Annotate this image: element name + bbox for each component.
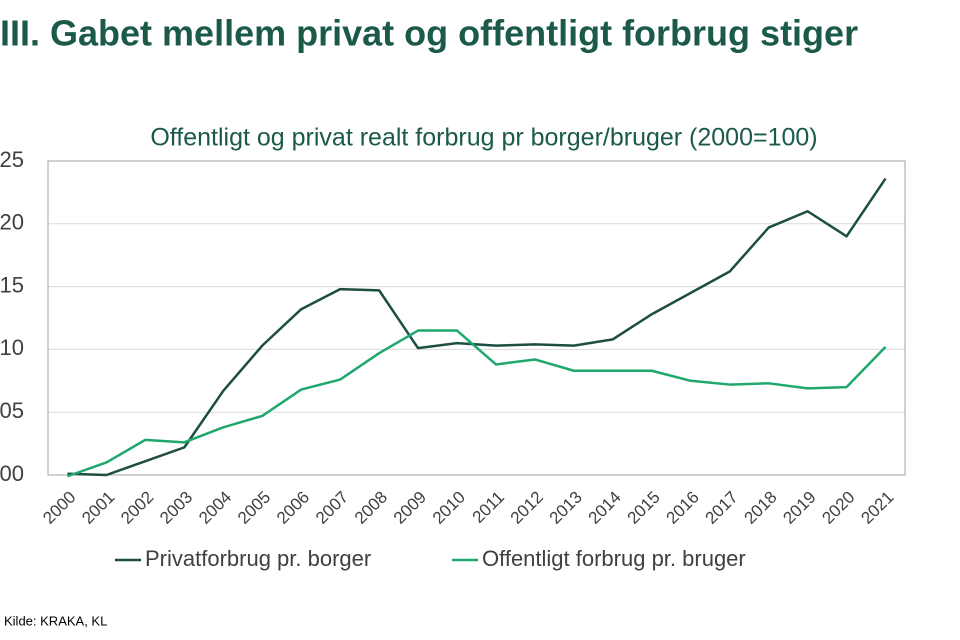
x-tick-label: 2008 [351,488,391,528]
x-tick-label: 2021 [857,488,897,528]
x-tick-label: 2005 [234,488,274,528]
x-tick-label: 2015 [624,488,664,528]
y-tick-label: 25 [0,147,24,172]
x-tick-label: 2009 [390,488,430,528]
x-tick-label: 2002 [117,488,157,528]
x-tick-label: 2012 [507,488,547,528]
x-tick-label: 2014 [585,488,625,528]
plot-frame [47,160,906,476]
x-tick-label: 2006 [273,488,313,528]
legend-label: Privatforbrug pr. borger [145,546,371,571]
x-tick-label: 2017 [702,488,742,528]
series-line [67,177,887,477]
legend-label: Offentligt forbrug pr. bruger [482,546,746,571]
y-tick-label: 05 [0,398,24,423]
x-tick-label: 2007 [312,488,352,528]
x-tick-label: 2019 [779,488,819,528]
series-line [67,329,887,478]
x-tick-label: 2016 [663,488,703,528]
x-tick-label: 2001 [78,488,118,528]
x-tick-label: 2004 [195,488,235,528]
x-tick-label: 2018 [740,488,780,528]
y-tick-label: 00 [0,461,24,486]
page-title: III. Gabet mellem privat og offentligt f… [0,13,858,54]
x-tick-label: 2020 [818,488,858,528]
x-tick-label: 2010 [429,488,469,528]
source-note: Kilde: KRAKA, KL [4,613,107,628]
x-tick-label: 2011 [469,488,508,527]
y-tick-label: 15 [0,272,24,297]
x-tick-label: 2013 [546,488,586,528]
x-tick-label: 2000 [39,488,79,528]
y-tick-label: 20 [0,210,24,235]
y-tick-label: 10 [0,335,24,360]
x-tick-label: 2003 [156,488,196,528]
chart-title: Offentligt og privat realt forbrug pr bo… [150,124,817,152]
